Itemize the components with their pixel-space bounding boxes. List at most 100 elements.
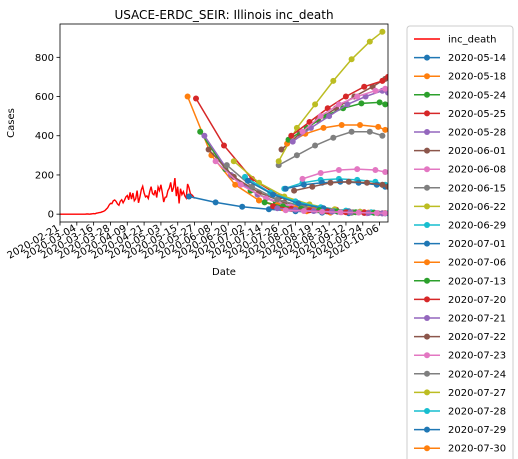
forecast-point-2020-06-01	[205, 146, 212, 153]
forecast-point-2020-07-30	[375, 123, 382, 130]
forecast-point-2020-07-30	[382, 126, 388, 133]
legend-marker	[424, 73, 430, 80]
legend-label: 2020-07-13	[448, 276, 506, 287]
legend-marker	[424, 240, 430, 247]
legend-label: inc_death	[448, 35, 497, 46]
y-tick-label: 0	[48, 210, 54, 221]
legend-label: 2020-07-30	[448, 444, 506, 455]
forecast-point-2020-07-30	[357, 122, 363, 128]
legend-label: 2020-06-22	[448, 202, 506, 213]
legend-label: 2020-07-22	[448, 332, 506, 343]
forecast-point-2020-07-27	[348, 56, 355, 63]
forecast-point-2020-06-15	[249, 183, 255, 190]
legend-label: 2020-07-28	[448, 407, 506, 418]
legend-marker	[424, 110, 430, 117]
legend-marker	[424, 408, 430, 414]
legend-label: 2020-05-24	[448, 90, 506, 101]
x-axis: 2020-02-212020-03-042020-03-162020-03-28…	[6, 222, 381, 262]
forecast-point-2020-05-14	[212, 199, 219, 206]
legend-marker	[424, 203, 430, 210]
forecast-point-2020-08-10	[335, 167, 342, 173]
legend-marker	[424, 352, 430, 359]
legend-label: 2020-06-08	[448, 165, 506, 176]
y-tick-label: 600	[35, 92, 54, 103]
forecast-point-2020-07-24	[293, 152, 300, 159]
legend-label: 2020-05-18	[448, 72, 506, 83]
forecast-point-2020-05-14	[265, 206, 272, 213]
legend-marker	[424, 91, 430, 98]
forecast-point-2020-08-01	[385, 73, 388, 80]
legend-marker	[424, 222, 430, 228]
legend-label: 2020-07-06	[448, 258, 506, 269]
forecast-point-2020-08-01	[361, 83, 368, 90]
forecast-point-2020-07-23	[337, 209, 344, 216]
forecast-point-2020-05-14	[186, 193, 192, 200]
forecast-point-2020-07-27	[312, 101, 319, 108]
legend-marker	[424, 166, 430, 173]
legend-box	[406, 25, 514, 459]
forecast-point-2020-08-03	[379, 181, 386, 188]
legend-marker	[424, 445, 430, 452]
forecast-point-2020-07-24	[348, 128, 355, 135]
forecast-point-2020-06-08	[212, 158, 219, 165]
legend-label: 2020-07-21	[448, 314, 506, 325]
forecast-point-2020-08-01	[342, 93, 349, 100]
forecast-point-2020-07-23	[355, 209, 362, 216]
legend-label: 2020-06-15	[448, 183, 506, 194]
forecast-point-2020-07-23	[300, 208, 307, 214]
forecast-point-2020-07-24	[379, 132, 386, 139]
series-inc-death-line	[60, 177, 196, 215]
legend-marker	[424, 426, 430, 433]
forecast-point-2020-07-23	[373, 210, 380, 216]
legend-marker	[424, 147, 430, 154]
forecast-point-2020-07-27	[293, 124, 300, 131]
forecast-point-2020-06-15	[274, 196, 281, 203]
forecast-point-2020-08-01	[288, 132, 295, 139]
forecast-point-2020-08-03	[309, 183, 316, 190]
chart-title: USACE-ERDC_SEIR: Illinois inc_death	[114, 8, 333, 22]
plot-frame	[59, 23, 389, 223]
forecast-point-2020-08-02	[289, 138, 296, 145]
y-axis: 0 200 400 600 800	[35, 53, 60, 221]
forecast-point-2020-07-31	[358, 100, 365, 107]
forecast-point-2020-08-03	[385, 183, 388, 190]
forecast-point-2020-08-10	[372, 167, 379, 173]
forecast-point-2020-07-29	[300, 181, 307, 188]
forecast-point-extra	[317, 113, 324, 120]
legend-label: 2020-07-27	[448, 388, 506, 399]
forecast-point-2020-07-29	[282, 185, 289, 192]
y-tick-label: 400	[35, 131, 54, 142]
y-tick-label: 200	[35, 170, 54, 181]
forecast-point-2020-08-10	[299, 175, 306, 182]
legend-marker	[424, 315, 430, 321]
legend-marker	[424, 370, 430, 377]
forecast-point-2020-07-01	[244, 177, 251, 184]
chart-legend: inc_death 2020-05-14 2020-05-18 2020-05-24 2…	[406, 25, 514, 459]
forecast-point-2020-07-01	[295, 200, 302, 207]
forecast-point-2020-06-08	[237, 181, 244, 188]
legend-label: 2020-07-23	[448, 351, 506, 362]
legend-marker	[424, 296, 430, 303]
x-axis-label: Date	[212, 267, 236, 278]
forecast-point-extra	[354, 93, 361, 100]
forecast-point-2020-07-23	[282, 207, 289, 214]
legend-marker	[424, 184, 430, 191]
forecast-point-2020-07-31	[382, 101, 388, 108]
y-axis-label: Cases	[6, 108, 17, 138]
forecast-point-extra	[335, 101, 342, 108]
forecast-point-2020-08-10	[387, 173, 388, 177]
forecast-point-extra	[393, 88, 399, 94]
forecast-point-2020-07-27	[379, 28, 386, 35]
forecast-point-2020-07-23	[382, 210, 388, 217]
forecast-point-2020-07-23	[319, 208, 326, 215]
forecast-point-2020-07-31	[376, 99, 383, 106]
forecast-point-2020-07-24	[330, 134, 337, 141]
forecast-point-2020-08-02	[326, 113, 333, 120]
forecast-point-2020-08-03	[291, 187, 298, 194]
forecast-point-2020-05-25	[221, 142, 227, 149]
forecast-point-2020-08-10	[354, 166, 361, 173]
legend-marker	[424, 333, 430, 340]
legend-marker	[424, 54, 430, 61]
forecast-point-2020-05-24	[197, 128, 204, 135]
legend-label: 2020-06-01	[448, 146, 506, 157]
